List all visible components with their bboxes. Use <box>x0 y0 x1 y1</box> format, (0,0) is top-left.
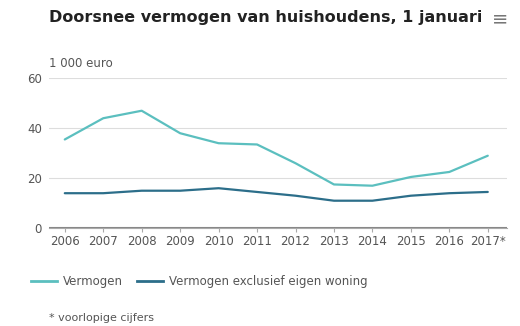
Legend: Vermogen, Vermogen exclusief eigen woning: Vermogen, Vermogen exclusief eigen wonin… <box>27 270 373 292</box>
Text: * voorlopige cijfers: * voorlopige cijfers <box>49 313 154 323</box>
Text: ≡: ≡ <box>492 10 509 29</box>
Text: Doorsnee vermogen van huishoudens, 1 januari: Doorsnee vermogen van huishoudens, 1 jan… <box>49 10 483 25</box>
Text: 1 000 euro: 1 000 euro <box>49 57 113 70</box>
